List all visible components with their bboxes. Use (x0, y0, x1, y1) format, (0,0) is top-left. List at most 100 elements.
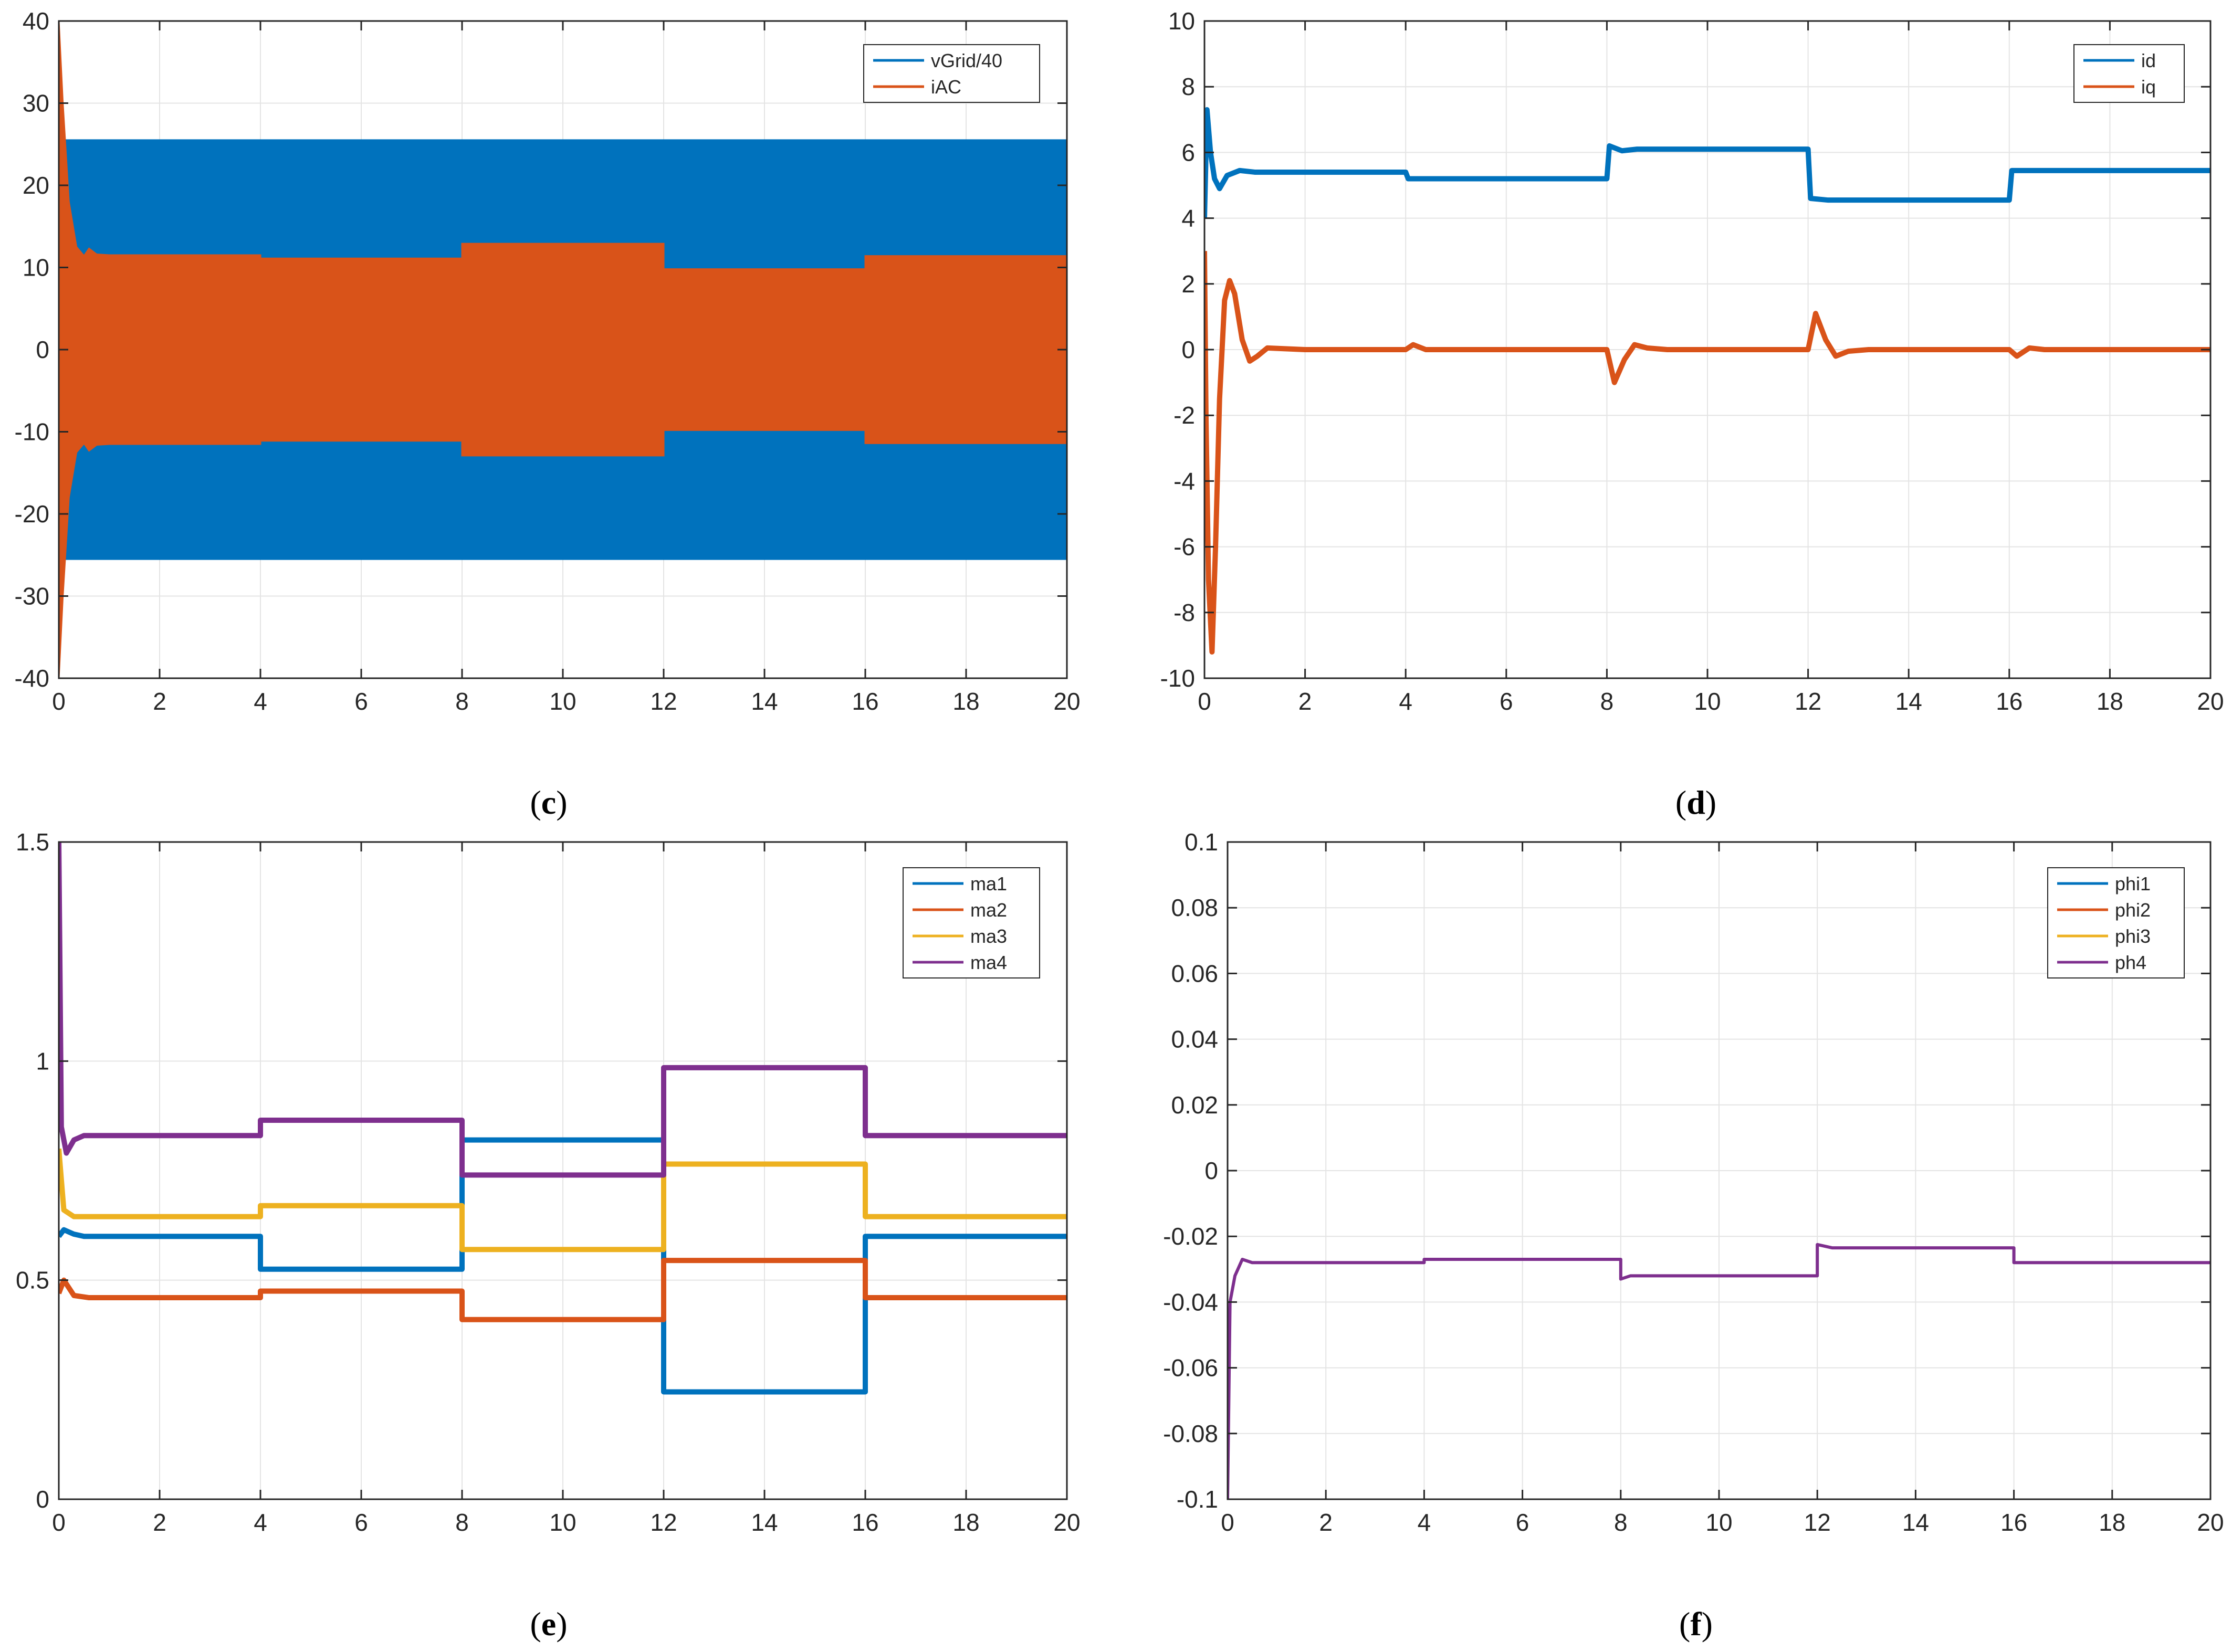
y-tick-label: 0 (1204, 1157, 1218, 1184)
x-tick-label: 16 (1996, 688, 2023, 715)
y-tick-label: -30 (15, 583, 49, 610)
panel-d: 0 2 4 6 8 10 12 14 16 18 201086420-2-4-6-8-10idiq(… (1160, 7, 2224, 821)
y-tick-label: 4 (1181, 205, 1195, 232)
y-tick-label: 0 (1181, 336, 1195, 363)
y-tick-label: -0.08 (1163, 1420, 1218, 1447)
x-tick-label: 2 (153, 688, 166, 715)
caption-open-paren: ( (530, 1605, 541, 1643)
x-tick-label: 0 (52, 1509, 66, 1536)
legend-label: phi1 (2115, 873, 2151, 895)
y-tick-label: -0.1 (1177, 1486, 1218, 1513)
series-id-line (1204, 107, 2210, 218)
x-tick-label: 0 (1198, 688, 1211, 715)
legend-label: vGrid/40 (931, 50, 1002, 71)
panel-caption: (e) (530, 1605, 567, 1643)
caption-letter: e (541, 1605, 556, 1643)
x-tick-label: 6 (1516, 1509, 1529, 1536)
caption-letter: d (1686, 784, 1705, 821)
y-tick-label: 2 (1181, 270, 1195, 298)
series-group (59, 842, 1067, 1395)
series-iac-band (59, 21, 1067, 678)
caption-letter: c (541, 784, 556, 821)
x-tick-label: 20 (2197, 1509, 2224, 1536)
x-tick-label: 4 (1399, 688, 1412, 715)
series-ma3-line (59, 1148, 1067, 1253)
x-tick-label: 20 (1053, 1509, 1080, 1536)
x-tick-label: 12 (1804, 1509, 1831, 1536)
x-tick-label: 20 (1053, 688, 1080, 715)
x-tick-label: 14 (751, 1509, 778, 1536)
y-tick-label: 20 (23, 172, 49, 199)
legend-label: ma2 (970, 899, 1007, 921)
x-tick-label: 0 (1221, 1509, 1234, 1536)
x-tick-label: 8 (455, 1509, 469, 1536)
x-tick-label: 12 (650, 688, 677, 715)
x-tick-label: 12 (650, 1509, 677, 1536)
series-iq-line (1204, 251, 2210, 655)
x-tick-label: 16 (852, 688, 878, 715)
legend: ma1 ma2 ma3 ma4 (903, 867, 1040, 978)
caption-close-paren: ) (556, 1605, 567, 1643)
x-tick-label: 12 (1795, 688, 1821, 715)
y-tick-label: -8 (1173, 599, 1195, 626)
x-tick-label: 6 (354, 1509, 368, 1536)
y-tick-label: 10 (23, 254, 49, 281)
series-group (59, 21, 1067, 678)
x-tick-label: 16 (852, 1509, 878, 1536)
y-tick-label: 10 (1168, 7, 1195, 35)
legend-label: ph4 (2115, 952, 2146, 973)
x-tick-label: 0 (52, 688, 66, 715)
y-tick-label: 6 (1181, 139, 1195, 166)
y-tick-label: -2 (1173, 402, 1195, 429)
series-ma4-line (59, 842, 1067, 1178)
y-tick-label: 0.04 (1171, 1026, 1218, 1053)
legend-label: iAC (931, 76, 961, 98)
y-tick-label: 0 (36, 336, 49, 363)
x-tick-label: 10 (549, 688, 576, 715)
series-ph4-line (1228, 1243, 2210, 1499)
x-tick-label: 18 (952, 688, 979, 715)
panel-c: 0 2 4 6 8 10 12 14 16 18 20 40 30 20 10 0 -10 -20 -30 -40 vG… (15, 7, 1081, 821)
y-tick-label: -4 (1173, 467, 1195, 494)
legend-label: ma1 (970, 873, 1007, 895)
y-tick-label: 0.06 (1171, 960, 1218, 987)
legend-label: ma3 (970, 925, 1007, 947)
x-tick-label: 16 (2000, 1509, 2027, 1536)
x-tick-label: 4 (254, 688, 267, 715)
y-tick-label: -10 (15, 418, 49, 446)
caption-close-paren: ) (1705, 784, 1716, 821)
x-tick-label: 14 (1902, 1509, 1929, 1536)
y-tick-label: 8 (1181, 73, 1195, 100)
y-tick-label: -20 (15, 500, 49, 528)
caption-open-paren: ( (1679, 1605, 1690, 1643)
y-tick-label: 0.1 (1185, 828, 1218, 856)
legend-box (863, 44, 1040, 103)
legend-label: id (2141, 50, 2156, 71)
y-tick-label: 0.5 (16, 1267, 49, 1294)
caption-close-paren: ) (556, 784, 567, 821)
x-tick-label: 10 (1705, 1509, 1732, 1536)
legend: phi1 phi2 phi3 ph4 (2047, 867, 2185, 978)
x-tick-label: 14 (1895, 688, 1922, 715)
x-tick-label: 18 (952, 1509, 979, 1536)
caption-open-paren: ( (1675, 784, 1686, 821)
panel-f: 0 2 4 6 8 10 12 14 16 18 200.10.080.060.040.020-0.… (1163, 828, 2224, 1643)
x-tick-label: 14 (751, 688, 778, 715)
x-tick-label: 10 (549, 1509, 576, 1536)
legend-label: ma4 (970, 952, 1007, 973)
y-tick-label: -6 (1173, 533, 1195, 561)
y-tick-label: 0.02 (1171, 1091, 1218, 1119)
x-tick-label: 2 (1298, 688, 1312, 715)
caption-close-paren: ) (1702, 1605, 1713, 1643)
y-tick-label: -0.04 (1163, 1288, 1218, 1316)
caption-open-paren: ( (530, 784, 541, 821)
y-tick-label: -40 (15, 665, 49, 692)
caption-letter: f (1690, 1605, 1702, 1643)
legend-label: phi3 (2115, 925, 2151, 947)
x-tick-label: 8 (1614, 1509, 1628, 1536)
y-tick-label: -0.06 (1163, 1354, 1218, 1382)
x-tick-label: 8 (1600, 688, 1614, 715)
x-tick-label: 10 (1694, 688, 1721, 715)
x-tick-label: 8 (455, 688, 469, 715)
